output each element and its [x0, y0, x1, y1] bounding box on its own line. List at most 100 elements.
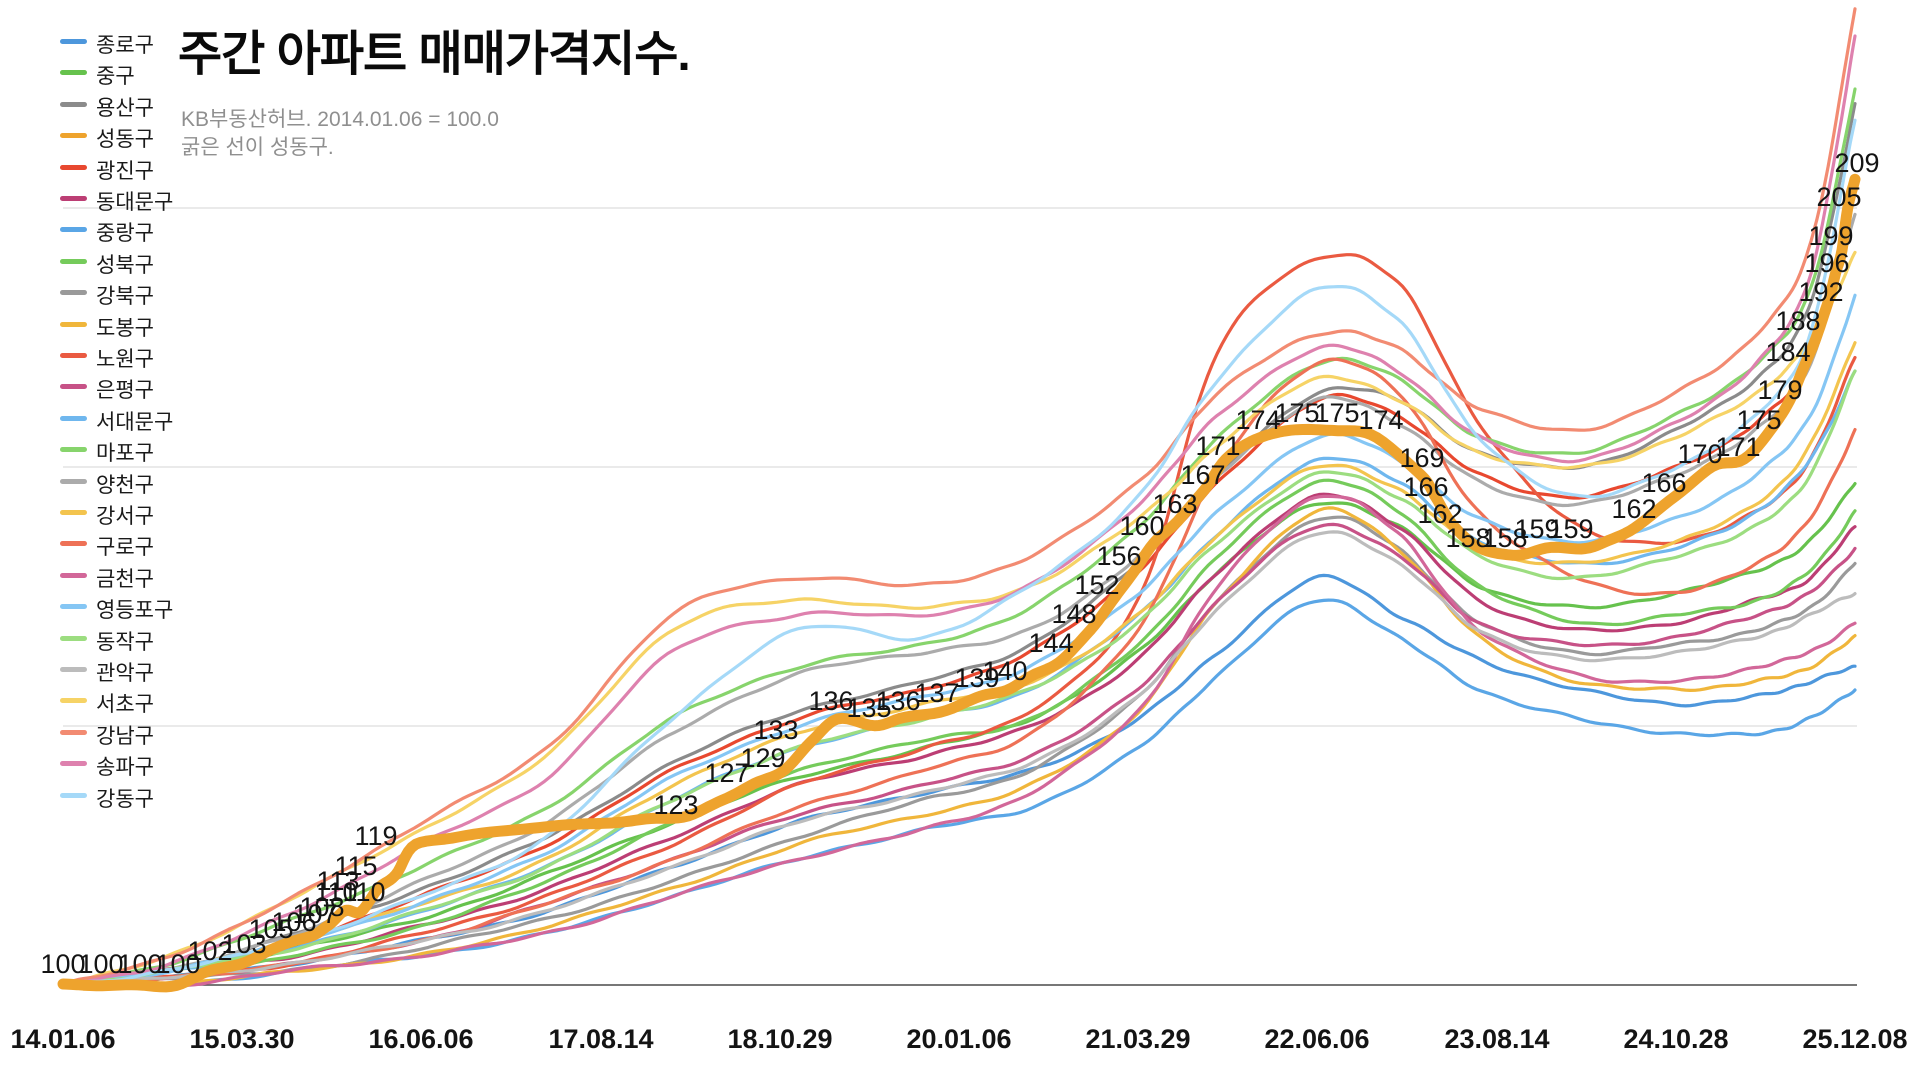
- legend-item-마포구: 마포구: [0, 434, 175, 465]
- legend-label: 강서구: [96, 505, 154, 528]
- legend-item-중랑구: 중랑구: [0, 214, 175, 245]
- x-tick-label: 21.03.29: [1085, 1024, 1190, 1054]
- point-label: 127: [704, 758, 749, 788]
- chart-note: 굵은 선이 성동구.: [181, 136, 334, 159]
- chart-source-note: KB부동산허브. 2014.01.06 = 100.0: [181, 108, 499, 131]
- point-label: 169: [1399, 443, 1444, 473]
- legend-label: 마포구: [96, 442, 154, 466]
- point-label: 156: [1096, 541, 1141, 571]
- legend-label: 양천구: [96, 473, 154, 497]
- legend-label: 서대문구: [96, 410, 174, 434]
- legend-swatch: [60, 667, 87, 672]
- legend-swatch: [60, 635, 87, 641]
- legend-item-성북구: 성북구: [0, 246, 175, 277]
- point-label: 209: [1834, 148, 1879, 178]
- legend-item-금천구: 금천구: [0, 560, 175, 591]
- x-tick-label: 23.08.14: [1444, 1024, 1549, 1054]
- legend-item-동대문구: 동대문구: [0, 183, 175, 214]
- legend-item-서대문구: 서대문구: [0, 403, 175, 434]
- legend-swatch: [60, 70, 87, 76]
- point-label: 163: [1152, 489, 1197, 519]
- legend-item-성동구: 성동구: [0, 120, 175, 151]
- legend-item-서초구: 서초구: [0, 685, 175, 716]
- line-강남구: [61, 7, 1857, 987]
- legend-swatch: [60, 258, 87, 264]
- legend-swatch: [60, 541, 87, 547]
- point-label: 100: [155, 949, 200, 979]
- point-label: 175: [1736, 405, 1781, 435]
- legend-item-노원구: 노원구: [0, 340, 175, 371]
- legend-item-도봉구: 도봉구: [0, 309, 175, 340]
- point-label: 100: [40, 949, 85, 979]
- legend-label: 동대문구: [96, 191, 174, 214]
- legend-label: 중랑구: [96, 222, 154, 246]
- point-label: 174: [1358, 405, 1403, 435]
- legend-label: 노원구: [96, 348, 154, 371]
- legend-swatch: [60, 604, 87, 610]
- legend-label: 중구: [96, 65, 135, 89]
- point-label: 171: [1195, 431, 1240, 461]
- x-tick-label: 16.06.06: [368, 1024, 473, 1054]
- x-tick-label: 17.08.14: [548, 1024, 653, 1054]
- point-label: 139: [954, 663, 999, 693]
- legend-item-은평구: 은평구: [0, 371, 175, 402]
- point-label: 166: [1403, 472, 1448, 502]
- x-tick-label: 24.10.28: [1623, 1024, 1728, 1054]
- legend-label: 동작구: [96, 630, 154, 654]
- legend-item-구로구: 구로구: [0, 528, 175, 559]
- legend-swatch: [60, 478, 87, 484]
- legend-label: 은평구: [96, 379, 154, 403]
- legend-item-강동구: 강동구: [0, 780, 175, 811]
- legend-swatch: [60, 353, 87, 358]
- line-광진구: [61, 190, 1857, 985]
- x-axis-ticks: 14.01.06 15.03.30 16.06.06 17.08.14 18.10.29…: [10, 1024, 1907, 1054]
- chart-title: 주간 아파트 매매가격지수.: [178, 28, 691, 81]
- point-label: 110: [314, 877, 357, 907]
- point-label: 158: [1445, 523, 1490, 553]
- legend-label: 서초구: [96, 693, 154, 717]
- line-강동구: [61, 118, 1857, 988]
- point-label: 174: [1235, 405, 1280, 435]
- legend-item-광진구: 광진구: [0, 152, 175, 183]
- point-label: 102: [187, 936, 232, 966]
- point-label: 123: [653, 790, 698, 820]
- legend-item-동작구: 동작구: [0, 623, 175, 654]
- point-label: 159: [1548, 514, 1593, 544]
- legend-label: 성동구: [96, 128, 154, 152]
- legend-label: 종로구: [96, 34, 154, 57]
- legend-swatch: [60, 415, 87, 421]
- legend-swatch: [60, 572, 87, 578]
- legend-swatch: [60, 39, 87, 44]
- point-label: 100: [78, 949, 123, 979]
- point-label: 166: [1641, 468, 1686, 498]
- legend-item-관악구: 관악구: [0, 654, 175, 685]
- line-송파구: [61, 34, 1857, 986]
- point-label: 205: [1816, 182, 1861, 212]
- legend-label: 광진구: [96, 159, 154, 183]
- point-labels: 1001001001001021031051061071081101101131…: [40, 148, 1879, 979]
- point-label: 113: [316, 866, 359, 896]
- point-label: 110: [342, 877, 385, 907]
- x-tick-label: 22.06.06: [1264, 1024, 1369, 1054]
- legend-label: 송파구: [96, 756, 154, 780]
- point-label: 103: [221, 929, 266, 959]
- legend-swatch: [60, 729, 87, 735]
- point-label: 162: [1611, 494, 1656, 524]
- legend-item-영등포구: 영등포구: [0, 591, 175, 622]
- legend-swatch: [60, 196, 87, 201]
- point-label: 106: [271, 907, 316, 937]
- legend-swatch: [60, 447, 87, 453]
- x-tick-label: 18.10.29: [727, 1024, 832, 1054]
- legend-swatch: [60, 510, 87, 515]
- point-label: 135: [846, 693, 891, 723]
- legend-swatch: [60, 227, 87, 233]
- legend-swatch: [60, 133, 87, 139]
- legend-swatch: [60, 761, 87, 767]
- point-label: 184: [1765, 337, 1810, 367]
- point-label: 192: [1798, 277, 1843, 307]
- x-tick-label: 20.01.06: [906, 1024, 1011, 1054]
- legend-item-용산구: 용산구: [0, 89, 175, 120]
- legend-swatch: [60, 321, 87, 327]
- legend-swatch: [60, 101, 87, 107]
